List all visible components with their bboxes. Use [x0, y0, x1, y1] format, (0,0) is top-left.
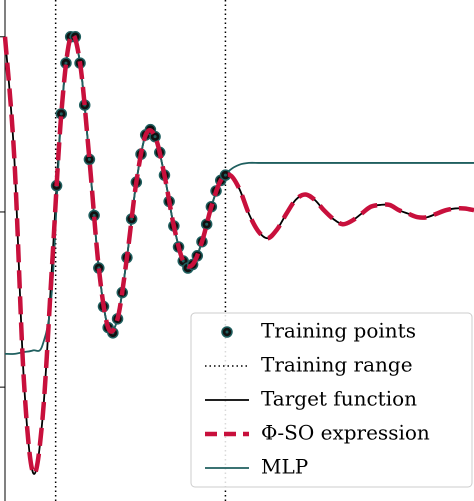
legend-marker-dot [225, 330, 229, 334]
point-dot [59, 112, 63, 116]
point-dot [64, 61, 68, 65]
point-dot [205, 222, 209, 226]
point-dot [153, 135, 157, 139]
legend-label: Target function [261, 387, 417, 411]
point-dot [223, 173, 227, 177]
point-dot [87, 157, 91, 161]
series-line [2, 32, 474, 477]
legend-label: Training range [261, 353, 413, 377]
legend-label: Φ-SO expression [261, 421, 430, 445]
training-point [200, 218, 213, 230]
point-dot [130, 217, 134, 221]
legend-label: MLP [261, 455, 308, 479]
legend-label: Training points [261, 319, 416, 343]
point-dot [92, 213, 96, 217]
series-line [4, 33, 474, 355]
training-point [60, 57, 72, 69]
legend-box [190, 312, 473, 488]
